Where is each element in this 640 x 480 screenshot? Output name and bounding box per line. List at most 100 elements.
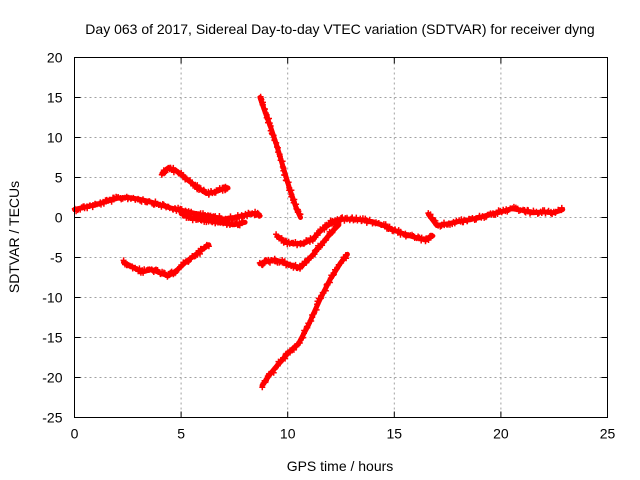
data-point (282, 172, 288, 179)
y-tick-label: 0 (55, 210, 63, 226)
x-axis-label: GPS time / hours (287, 458, 394, 474)
grid-layer (74, 57, 608, 418)
data-point (552, 209, 559, 216)
data-point (266, 120, 273, 127)
data-point (219, 219, 226, 226)
x-tick-label: 25 (600, 426, 616, 442)
data-point (261, 106, 268, 113)
data-point (319, 289, 326, 296)
data-point (259, 384, 266, 391)
chart-title: Day 063 of 2017, Sidereal Day-to-day VTE… (85, 21, 594, 37)
x-tick-label: 20 (493, 426, 509, 442)
data-layer (71, 93, 566, 391)
data-point (343, 252, 350, 258)
data-point (386, 223, 393, 230)
data-point (429, 232, 436, 239)
data-point (270, 132, 277, 139)
x-tick-label: 15 (387, 426, 403, 442)
data-point (259, 261, 266, 268)
data-point (281, 258, 288, 265)
data-point (273, 139, 280, 146)
series-track-afternoon (327, 214, 436, 245)
data-point (321, 226, 328, 233)
x-tick-label: 0 (71, 426, 79, 442)
y-tick-label: -25 (42, 410, 62, 426)
y-tick-label: 15 (47, 90, 63, 106)
data-point (108, 198, 115, 205)
data-point (279, 158, 286, 165)
x-tick-label: 5 (177, 426, 185, 442)
tick-layer: 0 5 10 15 20 25 -25 -20 -15 -10 -5 0 5 10 15 20 (42, 50, 615, 442)
data-point (177, 209, 184, 215)
series-track-steep-descent (257, 93, 304, 220)
data-point (353, 214, 360, 221)
data-point (166, 205, 173, 212)
data-point (382, 221, 389, 228)
data-point (183, 175, 190, 182)
data-point (263, 377, 269, 384)
data-point (239, 218, 246, 225)
series-track-noon-lower (256, 221, 342, 272)
data-point (326, 279, 333, 286)
series-track-main-morning (71, 193, 263, 225)
data-point (293, 343, 300, 350)
data-point (330, 272, 337, 279)
data-point (256, 212, 263, 219)
data-point (140, 269, 147, 276)
data-point (308, 318, 315, 324)
data-point (285, 179, 292, 186)
data-point (303, 323, 310, 330)
data-point (277, 358, 284, 365)
y-tick-label: -5 (50, 250, 63, 266)
data-point (322, 287, 329, 294)
data-point (310, 310, 317, 317)
data-point (282, 237, 289, 244)
series-track-morning-lower (120, 241, 212, 280)
data-point (530, 207, 537, 214)
data-point (273, 231, 280, 238)
data-point (301, 327, 308, 334)
data-point (330, 271, 337, 278)
data-point (311, 247, 318, 254)
data-point (300, 334, 307, 341)
data-point (313, 306, 320, 313)
data-point (277, 359, 284, 366)
y-tick-label: 5 (55, 170, 63, 186)
data-point (558, 204, 565, 211)
data-point (181, 211, 188, 218)
data-point (317, 227, 324, 234)
series-track-morning-mid (177, 209, 248, 229)
data-point (288, 193, 295, 200)
data-point (100, 200, 107, 207)
series-track-steep-ascent (259, 251, 350, 391)
data-point (164, 273, 171, 280)
data-point (120, 257, 127, 264)
data-point (296, 340, 303, 346)
data-point (224, 185, 231, 192)
data-point (209, 219, 216, 226)
data-point (473, 215, 480, 222)
y-tick-label: -15 (42, 330, 62, 346)
data-point (266, 115, 272, 122)
data-point (432, 217, 439, 224)
data-point (270, 369, 277, 376)
data-point (318, 292, 325, 299)
series-track-morning-upper (158, 164, 231, 198)
y-tick-label: -20 (42, 370, 62, 386)
data-point (297, 211, 304, 218)
data-point (222, 218, 229, 225)
data-point (173, 207, 180, 214)
y-tick-label: -10 (42, 290, 62, 306)
series-track-evening (425, 203, 566, 230)
y-tick-label: 20 (47, 50, 63, 66)
data-point (259, 101, 266, 108)
y-axis-label: SDTVAR / TECUs (6, 181, 22, 293)
data-point (205, 243, 212, 250)
y-tick-label: 10 (47, 130, 63, 146)
plot-frame (74, 57, 608, 418)
data-point (338, 259, 344, 266)
data-point (329, 228, 336, 235)
x-tick-label: 10 (280, 426, 296, 442)
data-point (334, 265, 340, 272)
